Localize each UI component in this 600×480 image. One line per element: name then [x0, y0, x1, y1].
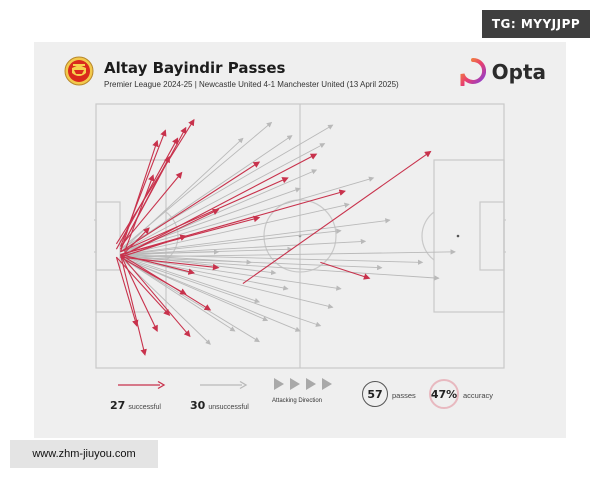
unsuccessful-count: 30 — [190, 399, 206, 412]
unsuccessful-pass-arrow-26 — [120, 254, 252, 265]
left-six-yard-box — [95, 201, 121, 271]
pass-arrows — [115, 118, 456, 356]
unsuccessful-arrow-icon — [200, 380, 248, 390]
left-goal — [94, 219, 97, 253]
right-penalty-spot — [456, 234, 460, 238]
successful-pass-arrow-21 — [115, 256, 171, 317]
attacking-direction-label: Attacking Direction — [272, 398, 323, 404]
pitch-markings — [94, 103, 506, 369]
unsuccessful-pass-arrow-17 — [124, 256, 261, 304]
attacking-direction-icon — [274, 378, 332, 390]
successful-pass-arrow-25 — [120, 256, 220, 271]
right-goal — [503, 219, 506, 253]
unsuccessful-pass-arrow-14 — [124, 256, 342, 291]
successful-label: successful — [128, 404, 161, 411]
watermark-top: TG: MYYJJPP — [482, 10, 590, 38]
chart-title: Altay Bayindir Passes — [104, 59, 286, 77]
successful-pass-arrow-6 — [119, 155, 170, 250]
unsuccessful-pass-arrow-30 — [120, 254, 277, 276]
unsuccessful-pass-arrow-12 — [124, 256, 440, 281]
successful-count: 27 — [110, 399, 126, 412]
successful-pass-arrow-4 — [119, 129, 167, 247]
successful-pass-arrow-14 — [120, 215, 261, 256]
unsuccessful-pass-arrow-10 — [124, 254, 424, 265]
unsuccessful-pass-arrow-5 — [120, 143, 326, 253]
successful-pass-arrow-5 — [119, 139, 159, 253]
successful-pass-arrow-9 — [120, 161, 261, 253]
successful-pass-arrow-24 — [120, 254, 212, 311]
successful-pass-arrow-19 — [120, 253, 195, 275]
unsuccessful-pass-arrow-27 — [120, 218, 391, 255]
opta-logo-icon — [460, 58, 486, 86]
successful-pass-arrow-11 — [120, 177, 289, 253]
header: Altay Bayindir Passes Premier League 202… — [64, 56, 399, 89]
successful-pass-arrow-1 — [115, 118, 195, 245]
unsuccessful-pass-arrow-19 — [120, 256, 301, 332]
accuracy-badge: 47% — [429, 379, 459, 409]
successful-pass-arrow-27 — [119, 254, 158, 333]
chart-subtitle: Premier League 2024-25 | Newcastle Unite… — [104, 80, 399, 89]
successful-pass-arrow-7 — [124, 174, 155, 253]
unsuccessful-pass-arrow-16 — [124, 256, 334, 309]
unsuccessful-pass-arrow-20 — [120, 256, 236, 332]
pass-map-card: Altay Bayindir Passes Premier League 202… — [34, 42, 566, 438]
unsuccessful-pass-arrow-23 — [120, 256, 322, 327]
site-url-banner: www.zhm-jiuyou.com — [10, 440, 158, 468]
unsuccessful-pass-arrow-4 — [120, 137, 244, 253]
successful-pass-arrow-15 — [120, 227, 150, 258]
successful-pass-arrow-22 — [115, 256, 139, 327]
brand-name: Opta — [491, 60, 546, 84]
unsuccessful-pass-arrow-9 — [124, 238, 367, 255]
unsuccessful-pass-arrow-7 — [124, 202, 350, 255]
unsuccessful-legend: 30 unsuccessful — [190, 396, 249, 414]
successful-pass-arrow-12 — [120, 189, 346, 256]
opta-logo: Opta — [460, 58, 546, 86]
right-six-yard-box — [479, 201, 505, 271]
unsuccessful-pass-arrow-11 — [124, 256, 383, 271]
successful-pass-arrow-10 — [124, 153, 318, 255]
successful-legend: 27 successful — [110, 396, 161, 414]
successful-pass-arrow-26 — [119, 254, 147, 356]
passes-label: passes — [392, 391, 416, 400]
successful-pass-arrow-8 — [120, 171, 183, 247]
unsuccessful-pass-arrow-13 — [124, 249, 456, 258]
right-penalty-box — [433, 159, 505, 313]
manchester-united-crest-icon — [64, 56, 94, 86]
unsuccessful-label: unsuccessful — [208, 404, 249, 411]
unsuccessful-pass-arrow-8 — [124, 228, 342, 255]
successful-pass-arrow-18 — [320, 261, 371, 280]
successful-pass-arrow-17 — [242, 150, 432, 284]
successful-pass-arrow-16 — [120, 234, 187, 258]
successful-arrow-icon — [118, 380, 166, 390]
right-penalty-arc — [421, 211, 435, 261]
legend: 27 successful 30 unsuccessful Attacking Di… — [34, 372, 566, 432]
accuracy-label: accuracy — [463, 391, 494, 400]
successful-pass-arrow-23 — [120, 254, 191, 338]
pitch-pass-map — [94, 103, 506, 369]
unsuccessful-pass-arrow-29 — [120, 176, 375, 253]
unsuccessful-pass-arrow-25 — [120, 246, 293, 255]
successful-pass-arrow-13 — [124, 208, 220, 255]
passes-count-badge: 57 — [362, 381, 388, 407]
unsuccessful-pass-arrow-22 — [120, 256, 260, 343]
